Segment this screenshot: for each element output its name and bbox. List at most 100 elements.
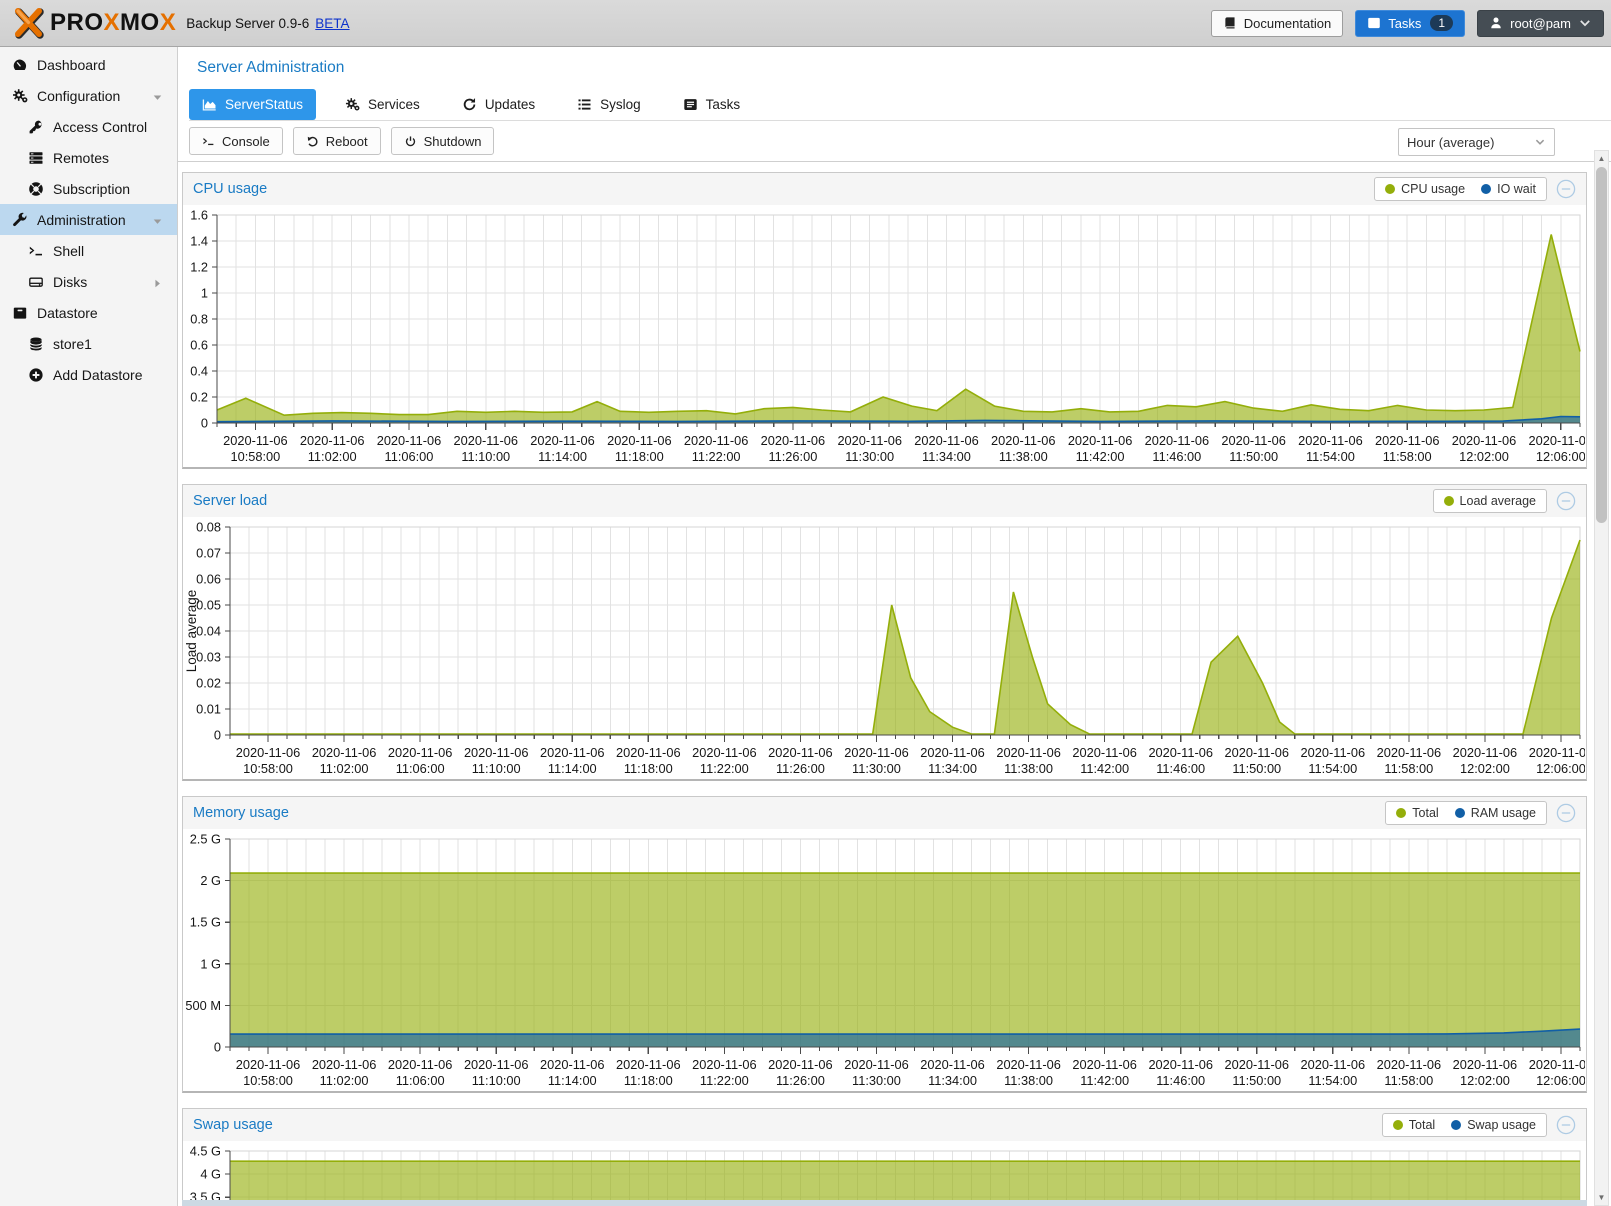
brand-letter: M [120, 9, 141, 36]
svg-text:12:02:00: 12:02:00 [1460, 761, 1510, 776]
svg-text:2020-11-06: 2020-11-06 [236, 1057, 301, 1072]
sidebar-item-datastore[interactable]: Datastore [0, 297, 177, 328]
svg-text:2020-11-06: 2020-11-06 [464, 745, 529, 760]
collapse-panel-button[interactable] [1556, 1115, 1576, 1135]
plus-circle-icon [28, 367, 44, 383]
sidebar-item-subscription[interactable]: Subscription [0, 173, 177, 204]
console-button[interactable]: Console [189, 127, 283, 155]
legend-item-cpu-usage[interactable]: CPU usage [1385, 182, 1465, 196]
scroll-down-arrow[interactable]: ▼ [1597, 1193, 1606, 1202]
svg-text:0.4: 0.4 [190, 364, 208, 379]
svg-text:11:42:00: 11:42:00 [1080, 761, 1129, 776]
svg-text:2020-11-06: 2020-11-06 [1225, 1057, 1290, 1072]
beta-link[interactable]: BETA [315, 15, 350, 31]
tab-label: Tasks [705, 97, 741, 112]
panel-header: Memory usage Total RAM usage [183, 797, 1586, 829]
svg-text:11:30:00: 11:30:00 [852, 761, 901, 776]
legend-label: Total [1412, 806, 1439, 820]
legend-item-total[interactable]: Total [1392, 1118, 1435, 1132]
tab-services[interactable]: Services [332, 89, 433, 120]
svg-text:2020-11-06: 2020-11-06 [837, 433, 902, 448]
proxmox-logo-mark-icon [15, 8, 44, 39]
svg-text:2020-11-06: 2020-11-06 [1301, 1057, 1366, 1072]
tasks-button[interactable]: Tasks 1 [1355, 9, 1466, 37]
shutdown-button[interactable]: Shutdown [390, 127, 495, 155]
scroll-thumb[interactable] [1596, 167, 1607, 523]
sidebar-item-label: Disks [53, 273, 88, 290]
svg-text:11:46:00: 11:46:00 [1156, 761, 1205, 776]
legend-item-ram-usage[interactable]: RAM usage [1454, 806, 1536, 820]
chart-server-load: 0 0.01 0.02 0.03 0.04 0.05 0.06 0.07 0.08 2020-11… [184, 520, 1585, 777]
legend-item-load-average[interactable]: Load average [1443, 494, 1536, 508]
sidebar-item-shell[interactable]: Shell [0, 235, 177, 266]
svg-text:11:46:00: 11:46:00 [1156, 1073, 1205, 1088]
sidebar-item-label: Administration [37, 211, 126, 228]
tab-serverstatus[interactable]: ServerStatus [189, 89, 317, 120]
legend-item-swap-usage[interactable]: Swap usage [1451, 1118, 1536, 1132]
svg-text:2020-11-06: 2020-11-06 [1145, 433, 1210, 448]
svg-text:2020-11-06: 2020-11-06 [844, 1057, 909, 1072]
svg-text:1: 1 [201, 286, 208, 301]
svg-text:2020-11-06: 2020-11-06 [996, 1057, 1061, 1072]
sidebar-item-label: Remotes [53, 149, 110, 166]
scroll-up-arrow[interactable]: ▲ [1597, 154, 1606, 163]
list-icon [577, 97, 592, 112]
legend-label: CPU usage [1401, 182, 1466, 196]
user-menu-label: root@pam [1510, 15, 1571, 31]
svg-text:11:22:00: 11:22:00 [700, 761, 749, 776]
svg-text:11:02:00: 11:02:00 [320, 761, 369, 776]
series-ram-usage-line [230, 1028, 1581, 1035]
sidebar-item-label: Access Control [53, 118, 148, 135]
legend-item-io-wait[interactable]: IO wait [1481, 182, 1536, 196]
legend-label: IO wait [1497, 182, 1536, 196]
svg-text:11:34:00: 11:34:00 [922, 449, 971, 464]
svg-text:11:46:00: 11:46:00 [1152, 449, 1201, 464]
user-menu-button[interactable]: root@pam [1477, 9, 1604, 37]
svg-text:0.03: 0.03 [196, 650, 221, 665]
sidebar-item-label: Add Datastore [53, 366, 143, 383]
button-label: Reboot [325, 133, 368, 149]
legend-item-total[interactable]: Total [1396, 806, 1439, 820]
svg-text:2020-11-06: 2020-11-06 [236, 745, 301, 760]
series-cpu-usage-area [217, 234, 1580, 423]
series-ram-usage-area [230, 1029, 1580, 1047]
collapse-panel-button[interactable] [1556, 491, 1576, 511]
collapse-panel-button[interactable] [1556, 803, 1576, 823]
svg-text:2020-11-06: 2020-11-06 [1453, 745, 1518, 760]
documentation-button[interactable]: Documentation [1210, 9, 1344, 37]
chart-area: 0 0.2 0.4 0.6 0.8 1 1.2 1.4 1.6 2020-11-06 10:58:0… [183, 205, 1586, 467]
tab-tasks[interactable]: Tasks [670, 89, 754, 120]
svg-text:11:54:00: 11:54:00 [1308, 761, 1357, 776]
panel-title: Swap usage [193, 1117, 273, 1133]
tab-syslog[interactable]: Syslog [564, 89, 654, 120]
svg-text:2020-11-06: 2020-11-06 [768, 1057, 833, 1072]
svg-text:2020-11-06: 2020-11-06 [1221, 433, 1286, 448]
svg-text:2020-11-06: 2020-11-06 [768, 745, 833, 760]
sidebar-item-remotes[interactable]: Remotes [0, 142, 177, 173]
svg-text:0: 0 [201, 416, 208, 431]
sidebar-item-access-control[interactable]: Access Control [0, 111, 177, 142]
svg-text:2020-11-06: 2020-11-06 [1068, 433, 1133, 448]
sidebar-item-administration[interactable]: Administration [0, 204, 177, 235]
collapse-panel-button[interactable] [1556, 179, 1576, 199]
tab-updates[interactable]: Updates [449, 89, 548, 120]
timeframe-select[interactable]: Hour (average) [1398, 128, 1555, 156]
svg-text:2 G: 2 G [200, 873, 221, 888]
sidebar-item-store1[interactable]: store1 [0, 328, 177, 359]
panel-cpu-usage: CPU usage CPU usage IO wait 0 0.2 0.4 0.6 0.8 1 1… [182, 172, 1587, 469]
svg-text:11:42:00: 11:42:00 [1080, 1073, 1129, 1088]
sidebar-item-configuration[interactable]: Configuration [0, 80, 177, 111]
sidebar-item-add-datastore[interactable]: Add Datastore [0, 359, 177, 390]
page-title: Server Administration [197, 59, 345, 76]
reboot-button[interactable]: Reboot [292, 127, 381, 155]
vertical-scrollbar[interactable]: ▲ ▼ [1594, 150, 1609, 1206]
tab-label: Syslog [600, 97, 641, 112]
sidebar-item-disks[interactable]: Disks [0, 266, 177, 297]
button-label: Console [222, 133, 270, 149]
sidebar-item-dashboard[interactable]: Dashboard [0, 49, 177, 80]
sidebar-item-label: Subscription [53, 180, 131, 197]
undo-icon [306, 135, 319, 148]
server-icon [28, 150, 44, 166]
